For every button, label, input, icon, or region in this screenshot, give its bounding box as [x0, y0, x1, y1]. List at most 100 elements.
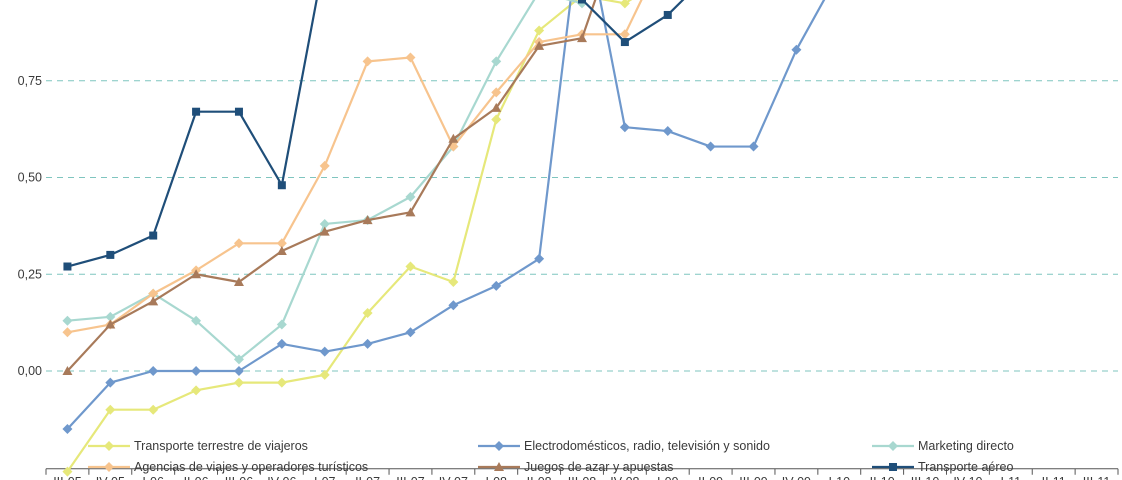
x-tick-label: I-10: [829, 475, 851, 480]
x-tick-label: I-07: [314, 475, 336, 480]
x-tick-label: II-09: [698, 475, 723, 480]
x-tick-label: III-06: [225, 475, 254, 480]
x-tick-label: III-10: [911, 475, 940, 480]
data-point: [577, 33, 587, 43]
data-point: [276, 338, 287, 349]
data-point: [362, 56, 373, 67]
x-axis-ticks: III-05 IV-05 I-06 II-06 III-06 IV-06 I-07 II-07…: [45, 468, 1119, 480]
x-tick-label: I-11: [1000, 475, 1021, 480]
data-point: [362, 215, 373, 225]
data-point: [105, 404, 116, 415]
data-point: [534, 253, 545, 264]
data-point: [191, 385, 202, 396]
x-tick-label: II-10: [870, 475, 895, 480]
x-tick-label: I-09: [657, 475, 679, 480]
data-point: [578, 0, 586, 4]
data-point: [234, 107, 243, 116]
data-point: [619, 122, 630, 133]
data-point: [276, 246, 287, 256]
data-point: [191, 366, 202, 376]
x-tick-label: III-09: [739, 475, 768, 480]
data-point: [191, 315, 202, 326]
data-point: [491, 114, 502, 125]
data-point: [105, 311, 116, 322]
data-point: [620, 38, 629, 47]
x-tick-label: II-07: [355, 475, 380, 480]
x-tick-label: IV-07: [439, 475, 468, 480]
data-point: [319, 160, 330, 171]
legend-item: Transporte terrestre de viajeros: [88, 439, 308, 453]
data-point: [491, 102, 502, 112]
legend-marker: [494, 441, 504, 451]
legend-item: Transporte aéreo: [872, 460, 1013, 474]
data-point: [105, 319, 116, 329]
data-point: [233, 366, 244, 376]
series-line: [67, 0, 584, 361]
legend-marker: [888, 441, 898, 451]
data-point: [276, 377, 287, 388]
x-tick-label: IV-10: [953, 475, 982, 480]
data-point: [534, 25, 545, 36]
data-point: [276, 238, 287, 249]
legend-label: Juegos de azar y apuestas: [524, 460, 673, 474]
x-tick-label: IV-09: [782, 475, 811, 480]
data-point: [662, 126, 673, 137]
legend-item: Juegos de azar y apuestas: [478, 460, 673, 474]
y-tick-label: 0,50: [18, 171, 42, 185]
legend-label: Marketing directo: [918, 439, 1014, 453]
legend-label: Transporte terrestre de viajeros: [134, 439, 308, 453]
x-tick-label: II-08: [527, 475, 552, 480]
data-point: [62, 327, 73, 338]
data-point: [705, 141, 716, 152]
x-tick-label: II-11: [1042, 475, 1066, 480]
data-point: [362, 307, 373, 318]
data-point: [276, 319, 287, 330]
legend-marker: [889, 463, 897, 471]
data-point: [148, 288, 159, 299]
x-tick-label: IV-06: [267, 475, 296, 480]
x-tick-label: IV-08: [610, 475, 639, 480]
series-3: [62, 0, 587, 365]
x-tick-label: IV-05: [96, 475, 125, 480]
data-point: [192, 107, 201, 116]
data-point: [619, 29, 630, 40]
legend-item: Agencias de viajes y operadores turístic…: [88, 460, 368, 474]
data-point: [405, 327, 416, 338]
series-line: [67, 0, 643, 334]
data-point: [405, 191, 416, 202]
x-tick-label: III-11: [1083, 475, 1111, 480]
series-1: [62, 0, 633, 477]
data-point: [405, 261, 416, 272]
series-5: [62, 0, 597, 375]
y-tick-label: 0,00: [18, 364, 42, 378]
data-point: [319, 369, 330, 380]
x-tick-label: III-05: [53, 475, 82, 480]
y-tick-label: 0,25: [18, 267, 42, 281]
data-point: [405, 207, 416, 217]
y-tick-label: 0,75: [18, 74, 42, 88]
data-point: [534, 40, 545, 50]
series-6: [63, 0, 685, 271]
legend-item: Marketing directo: [872, 439, 1014, 453]
data-point: [62, 424, 73, 435]
series-group: [62, 0, 826, 477]
data-point: [106, 250, 115, 259]
data-point: [491, 280, 502, 291]
data-point: [319, 218, 330, 229]
data-point: [448, 300, 459, 311]
data-point: [62, 466, 73, 477]
data-point: [233, 276, 244, 286]
y-axis-ticks: 3,503,253,002,752,502,252,001,751,501,25…: [18, 74, 42, 378]
series-4: [62, 0, 643, 338]
data-point: [405, 52, 416, 63]
data-point: [148, 404, 159, 415]
data-point: [233, 354, 244, 365]
data-point: [319, 226, 330, 236]
series-2: [62, 0, 826, 435]
x-tick-label: III-08: [568, 475, 597, 480]
legend-label: Electrodomésticos, radio, televisión y s…: [524, 439, 770, 453]
series-line: [66, 0, 826, 430]
data-point: [362, 338, 373, 349]
data-point: [619, 0, 630, 9]
